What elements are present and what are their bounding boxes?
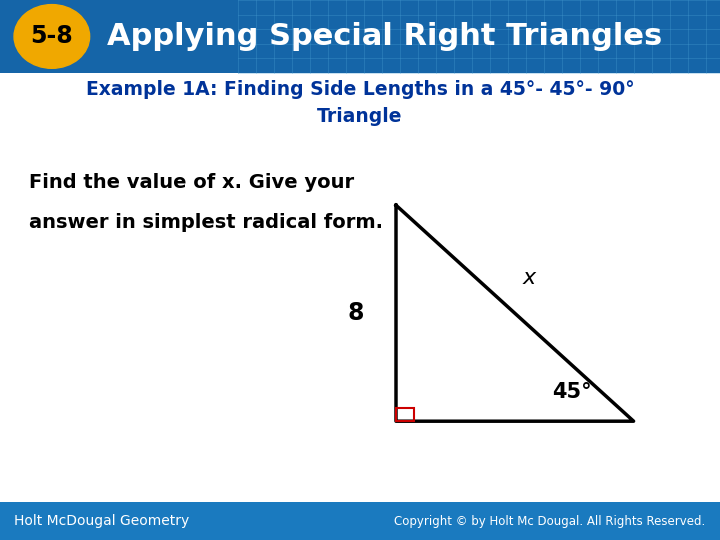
Ellipse shape — [14, 5, 89, 68]
Text: Find the value of x. Give your: Find the value of x. Give your — [29, 173, 354, 192]
Text: Triangle: Triangle — [318, 107, 402, 126]
Text: Copyright © by Holt Mc Dougal. All Rights Reserved.: Copyright © by Holt Mc Dougal. All Right… — [395, 515, 706, 528]
Text: x: x — [523, 268, 536, 288]
Bar — [0, 0, 720, 73]
Text: Applying Special Right Triangles: Applying Special Right Triangles — [107, 22, 662, 51]
Text: 45°: 45° — [552, 381, 593, 402]
Text: answer in simplest radical form.: answer in simplest radical form. — [29, 213, 383, 232]
Text: Example 1A: Finding Side Lengths in a 45°- 45°- 90°: Example 1A: Finding Side Lengths in a 45… — [86, 80, 634, 99]
Text: Holt McDougal Geometry: Holt McDougal Geometry — [14, 514, 189, 528]
Text: 5-8: 5-8 — [30, 24, 73, 49]
Bar — [396, 408, 414, 421]
Bar — [0, 73, 720, 135]
Text: 8: 8 — [347, 301, 364, 325]
Bar — [0, 502, 720, 540]
